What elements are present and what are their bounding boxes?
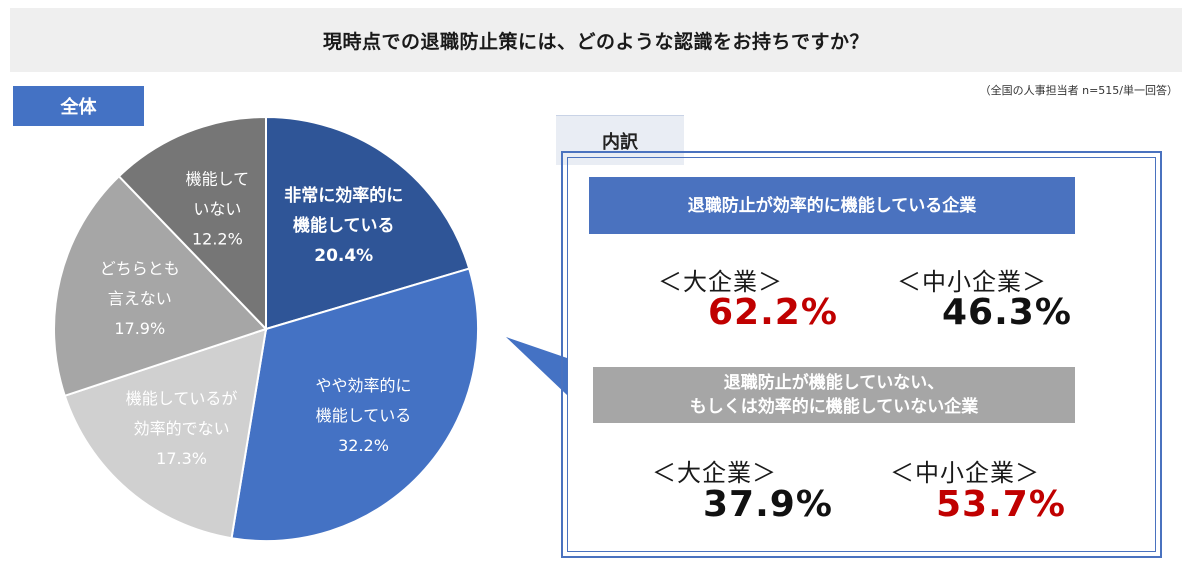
not-functioning-heading-line2: もしくは効率的に機能していない企業 [689,397,979,417]
breakdown-box-inner [567,157,1156,552]
overall-tag: 全体 [13,86,144,126]
question-title: 現時点での退職防止策には、どのような認識をお持ちですか？ [10,8,1182,72]
not-functioning-heading-line1: 退職防止が機能していない、 [723,373,945,393]
pie-value-3: 17.9% [114,319,165,338]
functioning-heading: 退職防止が効率的に機能している企業 [589,177,1075,234]
pie-category-1-line1: 機能している [316,406,412,425]
not-functioning-large-label: ＜大企業＞ [652,459,777,487]
pie-label-4: 機能していない 12.2% [186,169,250,248]
pie-label-3: どちらとも言えない 17.9% [100,259,180,338]
pie-slice-2 [63,327,268,540]
functioning-large-label: ＜大企業＞ [658,268,783,296]
pie-category-0-line0: 非常に効率的に [284,185,403,206]
functioning-large-value: 62.2% [708,292,838,333]
pie-slice-1 [230,267,479,542]
pie-category-4-line0: 機能して [186,169,250,188]
pie-slice-4 [117,115,267,332]
pie-category-1-line0: やや効率的に [316,376,412,395]
pie-label-1: やや効率的に機能している 32.2% [316,376,412,455]
breakdown-tag: 内訳 [556,115,684,165]
not-functioning-heading: 退職防止が機能していない、 もしくは効率的に機能していない企業 [593,367,1075,423]
pie-category-3-line0: どちらとも [100,259,180,278]
pie-label-0: 非常に効率的に機能している 20.4% [284,185,403,266]
pie-value-2: 17.3% [156,449,207,468]
pie-slice-0 [265,115,471,331]
pie-category-2-line0: 機能しているが [126,389,238,408]
pie-value-4: 12.2% [192,229,243,248]
pie-category-0-line1: 機能している [293,215,395,236]
functioning-sme-label: ＜中小企業＞ [897,268,1047,296]
breakdown-box [561,151,1162,558]
functioning-sme-value: 46.3% [942,292,1072,333]
pie-category-3-line1: 言えない [108,289,172,308]
pie-slice-3 [53,174,268,398]
pie-category-4-line1: いない [193,199,241,218]
pie-value-0: 20.4% [314,246,373,266]
not-functioning-sme-value: 53.7% [936,484,1066,525]
not-functioning-large-value: 37.9% [703,484,833,525]
sample-note: （全国の人事担当者 n=515/単一回答） [979,84,1178,97]
callout-pointer [506,337,567,395]
pie-label-2: 機能しているが効率的でない 17.3% [126,389,238,468]
pie-value-1: 32.2% [338,436,389,455]
not-functioning-sme-label: ＜中小企業＞ [890,459,1040,487]
pie-category-2-line1: 効率的でない [134,419,230,438]
